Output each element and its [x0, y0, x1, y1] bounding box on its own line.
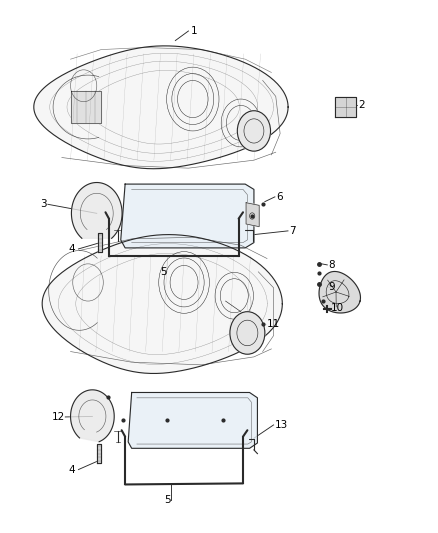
Text: 5: 5 — [160, 267, 167, 277]
Text: 13: 13 — [275, 420, 288, 430]
Polygon shape — [246, 203, 259, 227]
Polygon shape — [71, 91, 101, 123]
Circle shape — [230, 312, 265, 354]
Polygon shape — [71, 182, 122, 238]
Polygon shape — [42, 235, 283, 374]
Text: 2: 2 — [359, 100, 365, 110]
Text: 10: 10 — [331, 303, 344, 313]
Bar — [98, 233, 102, 252]
Polygon shape — [319, 271, 360, 313]
Text: 11: 11 — [267, 319, 280, 329]
Text: 4: 4 — [68, 465, 75, 474]
Bar — [335, 97, 356, 117]
Text: 8: 8 — [328, 260, 335, 270]
Text: 12: 12 — [52, 412, 65, 422]
Text: 4: 4 — [68, 244, 75, 254]
Text: 5: 5 — [164, 495, 171, 505]
Text: 1: 1 — [191, 26, 197, 36]
Bar — [97, 445, 101, 463]
Text: 9: 9 — [328, 282, 335, 292]
Text: 7: 7 — [289, 226, 296, 236]
Polygon shape — [71, 390, 114, 442]
Polygon shape — [121, 184, 254, 248]
Circle shape — [237, 111, 271, 151]
Polygon shape — [128, 392, 258, 448]
Text: 3: 3 — [40, 199, 46, 209]
Text: 6: 6 — [276, 192, 283, 202]
Polygon shape — [34, 46, 288, 169]
